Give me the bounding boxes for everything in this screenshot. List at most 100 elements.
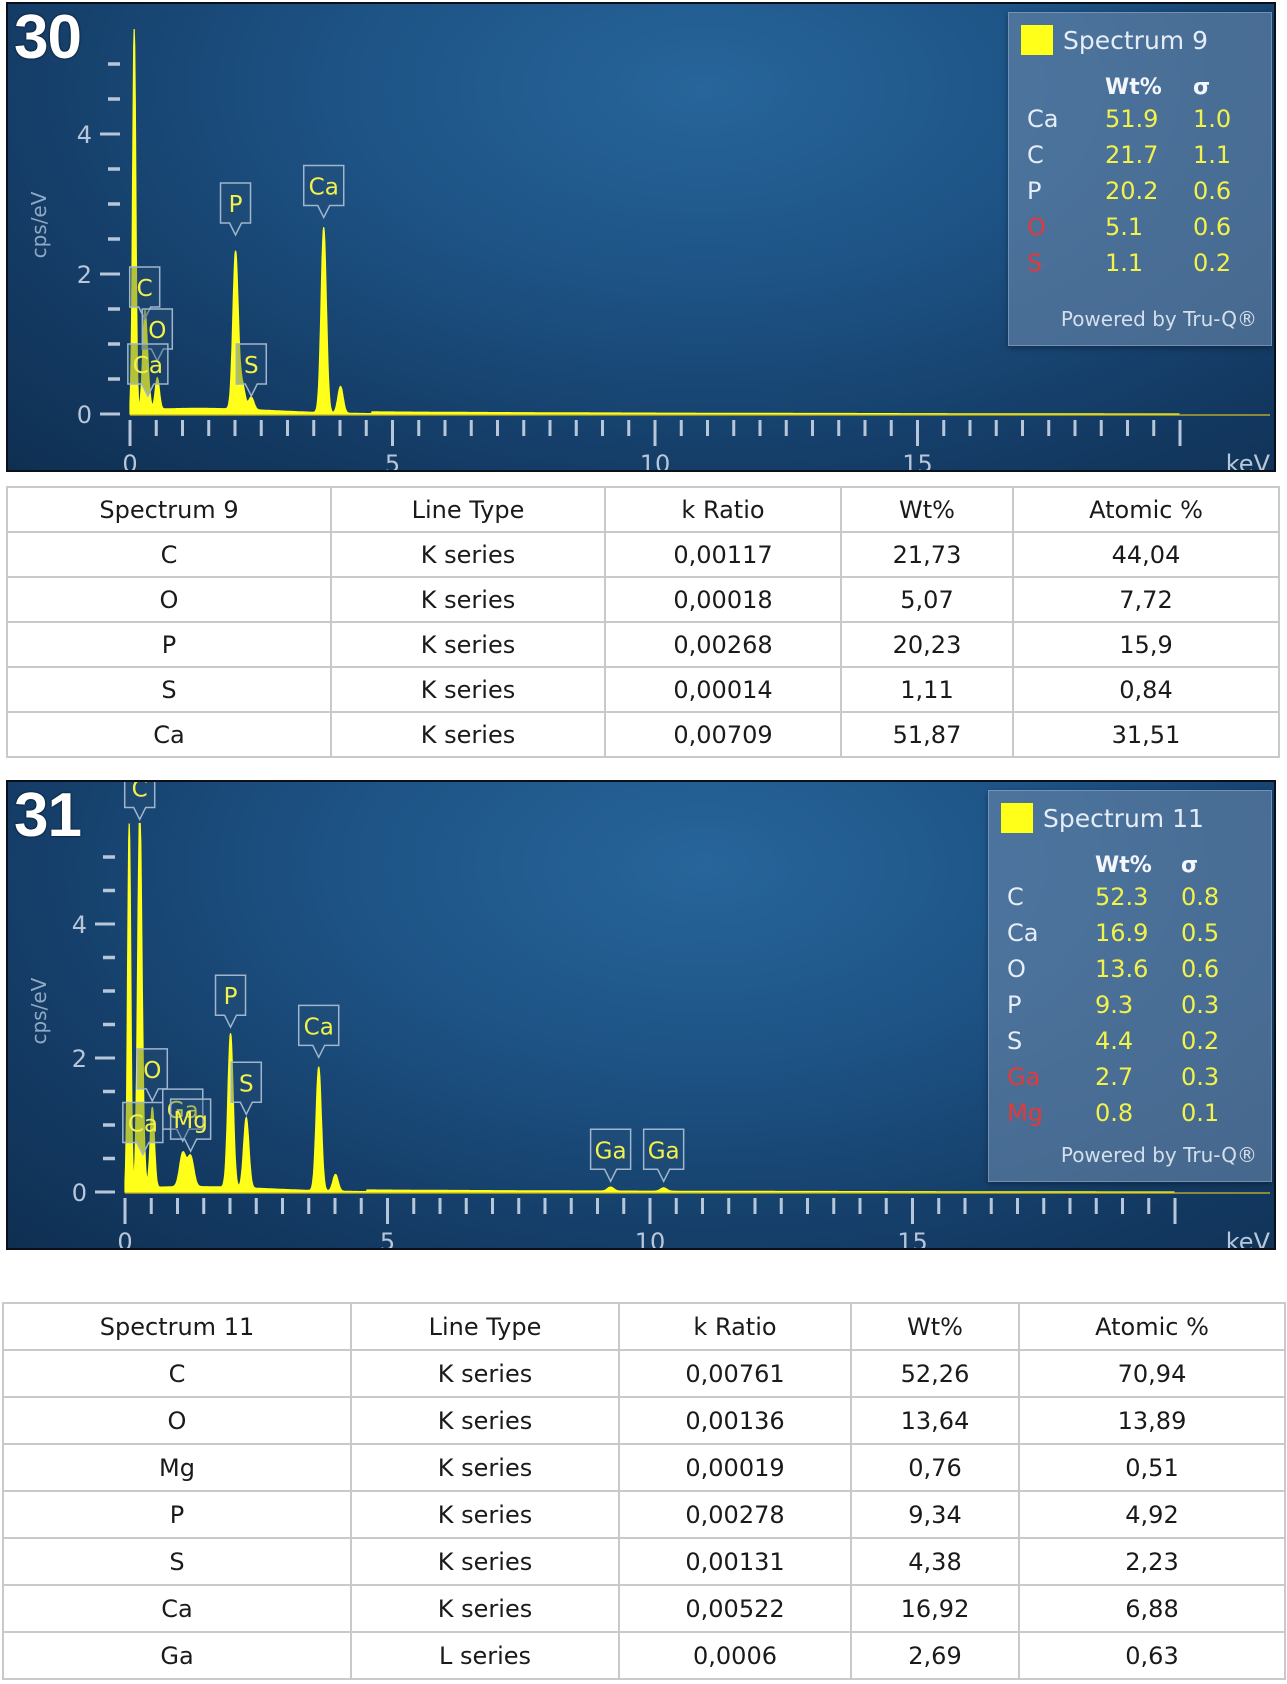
results-element: S [1007,1027,1023,1055]
results-element: Ca [1027,105,1059,133]
peak-label-s: S [235,343,268,398]
results-wt: 51.9 [1105,105,1159,133]
series-swatch [1021,25,1053,55]
peak-label-o: O [136,1048,169,1103]
y-tick-label: 0 [72,1179,87,1207]
x-tick-label: 10 [635,1228,666,1250]
results-wt: 5.1 [1105,213,1144,241]
table-cell: 0,63 [1018,1631,1286,1680]
peak-label-ca: Ca [297,1004,340,1060]
table-header-row: Spectrum 9 Line Type k Ratio Wt% Atomic % [6,486,1280,533]
results-wt: 20.2 [1105,177,1159,205]
table-cell: K series [330,531,606,578]
results-sigma: 0.2 [1193,249,1232,277]
table-cell: k Ratio [604,486,842,533]
sigma-header: σ [1181,853,1199,878]
results-element: S [1027,249,1043,277]
y-axis-label: cps/eV [27,977,51,1044]
table-cell: 1,11 [840,666,1014,713]
series-swatch [1001,803,1033,833]
peak-label-p: P [219,182,252,237]
table-cell: Line Type [330,486,606,533]
table-cell: Ga [2,1631,352,1680]
table-cell: 0,00117 [604,531,842,578]
table-cell: 70,94 [1018,1349,1286,1398]
peak-label-text: O [143,1058,161,1084]
results-sigma: 0.3 [1181,991,1220,1019]
results-element: O [1007,955,1026,983]
table-cell: Ca [6,711,332,758]
table-cell: O [2,1396,352,1445]
results-box: Spectrum 9 Wt% σ Ca 51.9 1.0 C 21.7 1.1 P 20.2 0… [1008,12,1272,346]
results-sigma: 0.1 [1181,1099,1220,1127]
table-cell: 2,69 [850,1631,1020,1680]
table-cell: C [2,1349,352,1398]
table-cell: 13,64 [850,1396,1020,1445]
table-row: Mg K series 0,00019 0,76 0,51 [2,1443,1286,1492]
table-cell: Mg [2,1443,352,1492]
peak-label-text: S [244,353,259,379]
table-header-row: Spectrum 11 Line Type k Ratio Wt% Atomic % [2,1302,1286,1351]
table-cell: P [6,621,332,668]
table-cell: 0,84 [1012,666,1280,713]
table-cell: 2,23 [1018,1537,1286,1586]
peak-label-text: Ga [648,1138,680,1164]
table-cell: 52,26 [850,1349,1020,1398]
spectrum-chart-30: 0 2 4 cps/eV 0 5 10 15 keV C O Ca P S Ca 30 Spectrum 9… [6,2,1276,472]
table-cell: Line Type [350,1302,620,1351]
peak-label-mg: Mg [169,1098,212,1153]
table-cell: 4,92 [1018,1490,1286,1539]
peak-label-c: C [123,782,156,822]
y-tick-label: 4 [77,121,92,149]
y-axis: 0 2 4 cps/eV [27,855,115,1207]
table-cell: 0,00761 [618,1349,852,1398]
y-tick-label: 0 [77,401,92,429]
results-element: Mg [1007,1099,1043,1127]
table-cell: K series [330,666,606,713]
y-tick-label: 2 [77,261,92,289]
table-cell: 0,00018 [604,576,842,623]
table-cell: C [6,531,332,578]
results-sigma: 0.5 [1181,919,1220,947]
table-cell: S [2,1537,352,1586]
sigma-header: σ [1193,75,1211,100]
table-cell: 15,9 [1012,621,1280,668]
peak-label-ca: Ca [122,1101,164,1157]
results-wt: 0.8 [1095,1099,1134,1127]
spectrum-series [129,28,1180,415]
results-element: C [1007,883,1024,911]
table-cell: Spectrum 11 [2,1302,352,1351]
table-cell: K series [350,1490,620,1539]
table-cell: 20,23 [840,621,1014,668]
table-cell: 0,00019 [618,1443,852,1492]
table-cell: 0,00278 [618,1490,852,1539]
spectrum-series [124,822,1175,1193]
results-box: Spectrum 11 Wt% σ C 52.3 0.8 Ca 16.9 0.5 O 13.6… [988,790,1272,1182]
results-element: Ca [1007,919,1039,947]
results-element: O [1027,213,1046,241]
powered-by: Powered by Tru-Q® [1060,1143,1257,1167]
table-cell: 16,92 [850,1584,1020,1633]
table-cell: L series [350,1631,620,1680]
x-axis: 0 5 10 15 keV [122,420,1271,472]
wt-header: Wt% [1105,75,1162,100]
results-title: Spectrum 11 [1043,803,1204,833]
peak-label-text: S [239,1071,254,1097]
table-cell: Atomic % [1012,486,1280,533]
figure-number: 30 [14,3,82,72]
x-tick-label: 0 [122,450,137,472]
table-cell: Wt% [850,1302,1020,1351]
results-wt: 13.6 [1095,955,1149,983]
y-axis-label: cps/eV [27,191,51,258]
peak-label-ca: Ca [127,343,169,398]
results-wt: 1.1 [1105,249,1144,277]
results-sigma: 1.1 [1193,141,1232,169]
table-cell: 6,88 [1018,1584,1286,1633]
results-wt: 52.3 [1095,883,1149,911]
